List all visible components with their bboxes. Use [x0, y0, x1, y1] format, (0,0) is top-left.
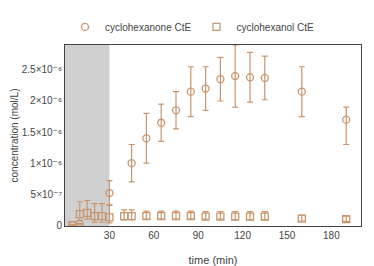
svg-text:90: 90 [193, 230, 205, 241]
svg-text:5×10⁻⁷: 5×10⁻⁷ [31, 189, 63, 200]
svg-text:0: 0 [56, 220, 62, 231]
svg-text:150: 150 [279, 230, 296, 241]
svg-text:60: 60 [148, 230, 160, 241]
svg-text:120: 120 [234, 230, 251, 241]
svg-text:2×10⁻⁶: 2×10⁻⁶ [30, 95, 62, 106]
svg-text:cyclohexanol CtE: cyclohexanol CtE [236, 22, 314, 33]
svg-text:1×10⁻⁶: 1×10⁻⁶ [30, 158, 62, 169]
svg-text:concentration (mol/L): concentration (mol/L) [9, 89, 20, 183]
svg-text:time (min): time (min) [189, 254, 238, 266]
svg-text:30: 30 [104, 230, 116, 241]
svg-text:1.5×10⁻⁶: 1.5×10⁻⁶ [22, 127, 62, 138]
svg-text:cyclohexanone CtE: cyclohexanone CtE [105, 22, 191, 33]
svg-text:2.5×10⁻⁶: 2.5×10⁻⁶ [22, 64, 62, 75]
svg-text:180: 180 [323, 230, 340, 241]
